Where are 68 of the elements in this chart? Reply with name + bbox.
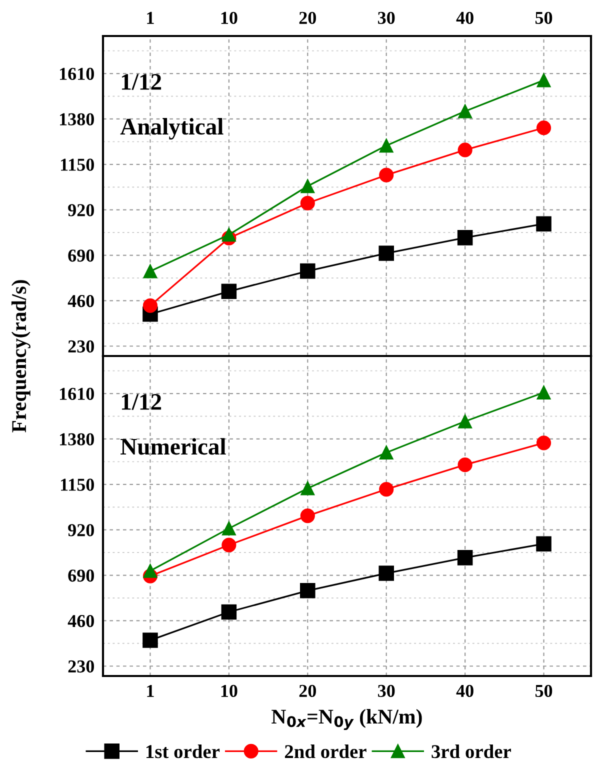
x-tick-label: 10 — [221, 684, 238, 698]
x-tick-label: 1 — [147, 684, 154, 697]
point — [536, 216, 552, 232]
point — [222, 538, 236, 552]
x-tick-label: 30 — [378, 684, 395, 698]
point — [458, 414, 472, 428]
x-tick-label: 40 — [456, 684, 474, 698]
point — [300, 179, 315, 194]
y-tick-label: 1610 — [60, 388, 94, 400]
point — [143, 564, 158, 578]
y-tick-label: 690 — [68, 570, 94, 582]
y-tick-label: 1150 — [60, 478, 94, 491]
legend-label: 2nd order — [284, 744, 366, 758]
point — [222, 228, 236, 242]
point — [222, 522, 236, 536]
point — [457, 230, 473, 246]
point — [458, 104, 472, 118]
point — [300, 263, 316, 279]
point — [378, 246, 394, 261]
annotation: 1/12 — [122, 394, 162, 410]
point — [458, 458, 472, 472]
point — [142, 632, 158, 648]
point — [300, 481, 315, 496]
point — [458, 142, 472, 158]
y-tick-label: 920 — [68, 204, 94, 216]
y-axis-title: Frequency(rad/s) — [11, 280, 30, 432]
point — [536, 120, 552, 136]
point — [143, 264, 158, 278]
point — [536, 436, 552, 450]
point — [379, 168, 394, 182]
point — [536, 73, 551, 88]
y-tick-label: 460 — [68, 614, 94, 628]
x-tick-label: 10 — [221, 12, 238, 24]
point — [142, 298, 158, 313]
annotation: Numerical — [120, 438, 226, 455]
y-tick-label: 460 — [68, 294, 94, 308]
annotation: 1/12 — [122, 74, 162, 90]
y-tick-label: 230 — [68, 660, 94, 673]
point — [379, 138, 394, 153]
x-tick-label: 50 — [535, 684, 552, 698]
point — [379, 446, 394, 460]
annotation: Analytical — [120, 118, 224, 140]
x-tick-label: 40 — [456, 12, 474, 24]
y-tick-label: 1380 — [60, 433, 94, 446]
point — [300, 583, 316, 598]
x-tick-label: 20 — [299, 12, 316, 24]
point — [457, 550, 473, 566]
x-axis-title: N$_{0x}$=N$_{0y}$ (kN/m) — [272, 709, 422, 730]
x-tick-label: 20 — [299, 684, 316, 698]
y-tick-label: 1150 — [60, 158, 94, 171]
x-tick-label: 30 — [378, 12, 395, 24]
y-tick-label: 920 — [68, 524, 94, 536]
y-tick-label: 230 — [68, 340, 94, 353]
point — [300, 508, 315, 524]
y-tick-label: 690 — [68, 250, 94, 262]
x-tick-label: 1 — [147, 12, 154, 24]
y-tick-label: 1380 — [60, 113, 94, 126]
point — [536, 536, 552, 552]
point — [378, 566, 394, 581]
point — [379, 482, 394, 497]
point — [300, 196, 315, 210]
legend-label: 1st order — [146, 744, 220, 758]
legend-label: 3rd order — [432, 744, 511, 758]
point — [221, 284, 237, 300]
x-tick-label: 50 — [535, 12, 552, 24]
point — [536, 386, 551, 400]
point — [221, 604, 237, 620]
y-tick-label: 1610 — [60, 68, 94, 80]
